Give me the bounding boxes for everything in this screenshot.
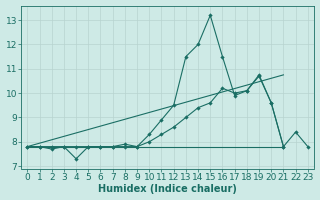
X-axis label: Humidex (Indice chaleur): Humidex (Indice chaleur): [98, 184, 237, 194]
